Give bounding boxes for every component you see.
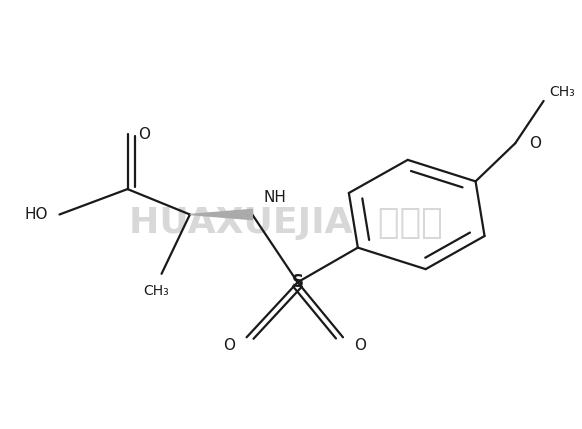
Text: S: S xyxy=(292,273,304,291)
Text: O: O xyxy=(139,127,151,142)
Text: HO: HO xyxy=(24,207,48,222)
Text: CH₃: CH₃ xyxy=(549,85,575,100)
Text: O: O xyxy=(223,338,236,353)
Text: NH: NH xyxy=(264,190,286,205)
Text: CH₃: CH₃ xyxy=(143,284,169,298)
Text: HUAXUEJIA  化学加: HUAXUEJIA 化学加 xyxy=(129,206,443,240)
Polygon shape xyxy=(190,209,252,220)
Text: O: O xyxy=(354,338,366,353)
Text: O: O xyxy=(530,136,541,151)
